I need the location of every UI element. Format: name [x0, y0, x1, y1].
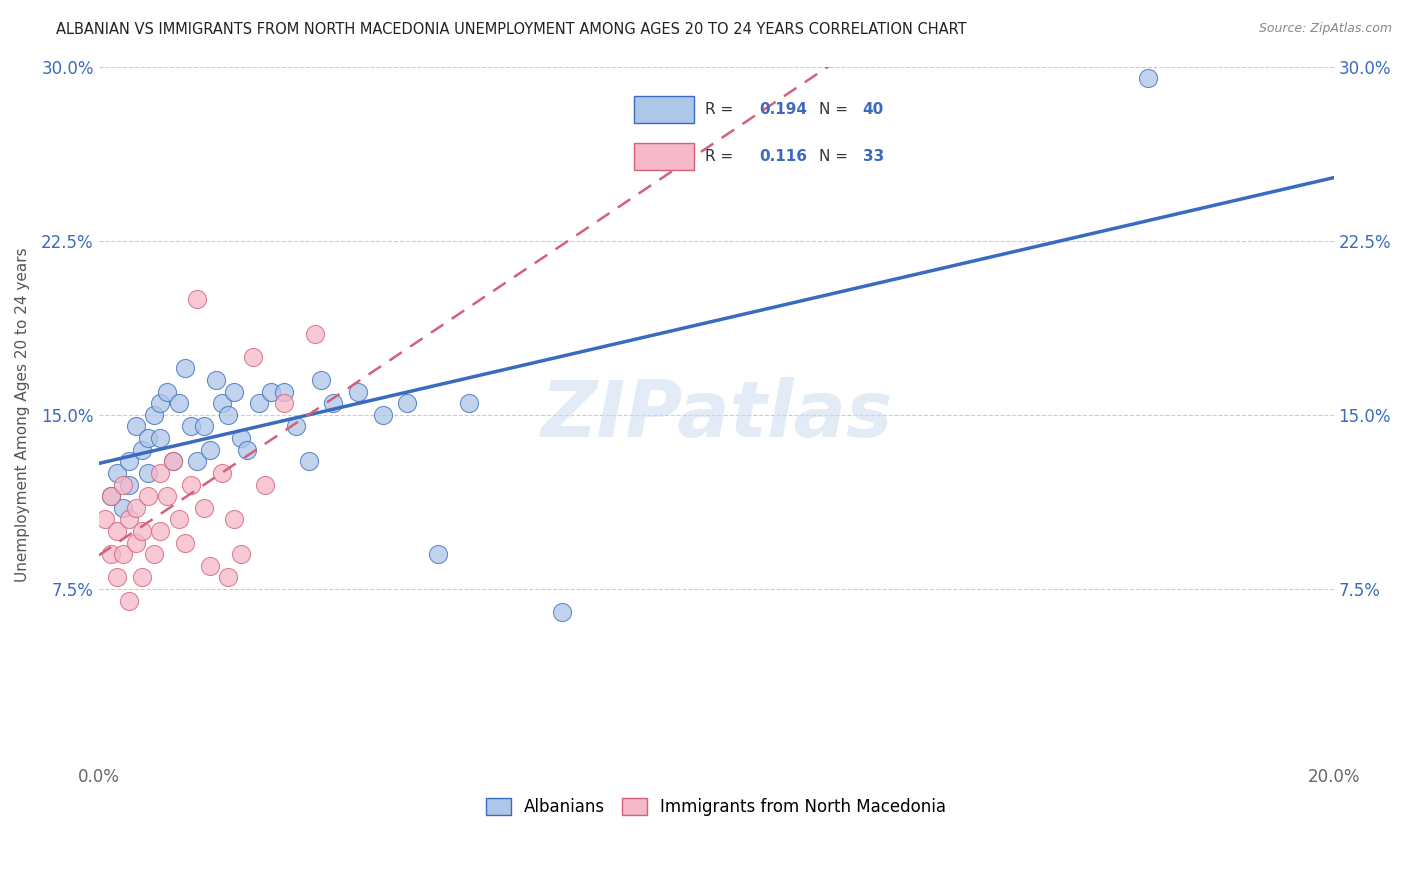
- Point: [217, 570, 239, 584]
- Point: [105, 570, 128, 584]
- Point: [162, 454, 184, 468]
- Point: [149, 431, 172, 445]
- Point: [149, 524, 172, 538]
- Point: [254, 477, 277, 491]
- Point: [155, 384, 177, 399]
- Point: [1137, 71, 1160, 86]
- Point: [242, 350, 264, 364]
- Point: [186, 454, 208, 468]
- Point: [217, 408, 239, 422]
- Point: [550, 605, 572, 619]
- Point: [174, 361, 197, 376]
- Point: [304, 326, 326, 341]
- Point: [100, 489, 122, 503]
- Point: [297, 454, 319, 468]
- Text: Source: ZipAtlas.com: Source: ZipAtlas.com: [1258, 22, 1392, 36]
- Point: [112, 477, 135, 491]
- Point: [236, 442, 259, 457]
- Point: [260, 384, 283, 399]
- Point: [193, 419, 215, 434]
- Point: [118, 512, 141, 526]
- Point: [198, 558, 221, 573]
- Point: [229, 431, 252, 445]
- Point: [180, 419, 202, 434]
- Point: [131, 570, 153, 584]
- Point: [100, 547, 122, 561]
- Point: [174, 535, 197, 549]
- Text: ALBANIAN VS IMMIGRANTS FROM NORTH MACEDONIA UNEMPLOYMENT AMONG AGES 20 TO 24 YEA: ALBANIAN VS IMMIGRANTS FROM NORTH MACEDO…: [56, 22, 967, 37]
- Point: [124, 419, 146, 434]
- Point: [167, 512, 190, 526]
- Point: [136, 489, 159, 503]
- Point: [112, 500, 135, 515]
- Point: [143, 408, 166, 422]
- Point: [211, 396, 233, 410]
- Point: [112, 547, 135, 561]
- Point: [149, 396, 172, 410]
- Point: [167, 396, 190, 410]
- Point: [143, 547, 166, 561]
- Point: [136, 431, 159, 445]
- Point: [322, 396, 344, 410]
- Point: [180, 477, 202, 491]
- Point: [273, 396, 295, 410]
- Point: [211, 466, 233, 480]
- Point: [205, 373, 228, 387]
- Point: [347, 384, 370, 399]
- Point: [186, 292, 208, 306]
- Point: [247, 396, 270, 410]
- Point: [136, 466, 159, 480]
- Point: [285, 419, 308, 434]
- Point: [427, 547, 450, 561]
- Point: [224, 384, 246, 399]
- Point: [118, 477, 141, 491]
- Point: [131, 524, 153, 538]
- Point: [198, 442, 221, 457]
- Point: [458, 396, 481, 410]
- Point: [94, 512, 117, 526]
- Point: [193, 500, 215, 515]
- Point: [118, 454, 141, 468]
- Point: [224, 512, 246, 526]
- Point: [100, 489, 122, 503]
- Point: [124, 535, 146, 549]
- Point: [273, 384, 295, 399]
- Point: [229, 547, 252, 561]
- Point: [155, 489, 177, 503]
- Point: [131, 442, 153, 457]
- Y-axis label: Unemployment Among Ages 20 to 24 years: Unemployment Among Ages 20 to 24 years: [15, 248, 30, 582]
- Point: [105, 524, 128, 538]
- Point: [124, 500, 146, 515]
- Point: [371, 408, 394, 422]
- Point: [149, 466, 172, 480]
- Point: [162, 454, 184, 468]
- Point: [396, 396, 419, 410]
- Point: [118, 593, 141, 607]
- Text: ZIPatlas: ZIPatlas: [540, 376, 893, 453]
- Point: [309, 373, 332, 387]
- Point: [105, 466, 128, 480]
- Legend: Albanians, Immigrants from North Macedonia: Albanians, Immigrants from North Macedon…: [478, 789, 955, 824]
